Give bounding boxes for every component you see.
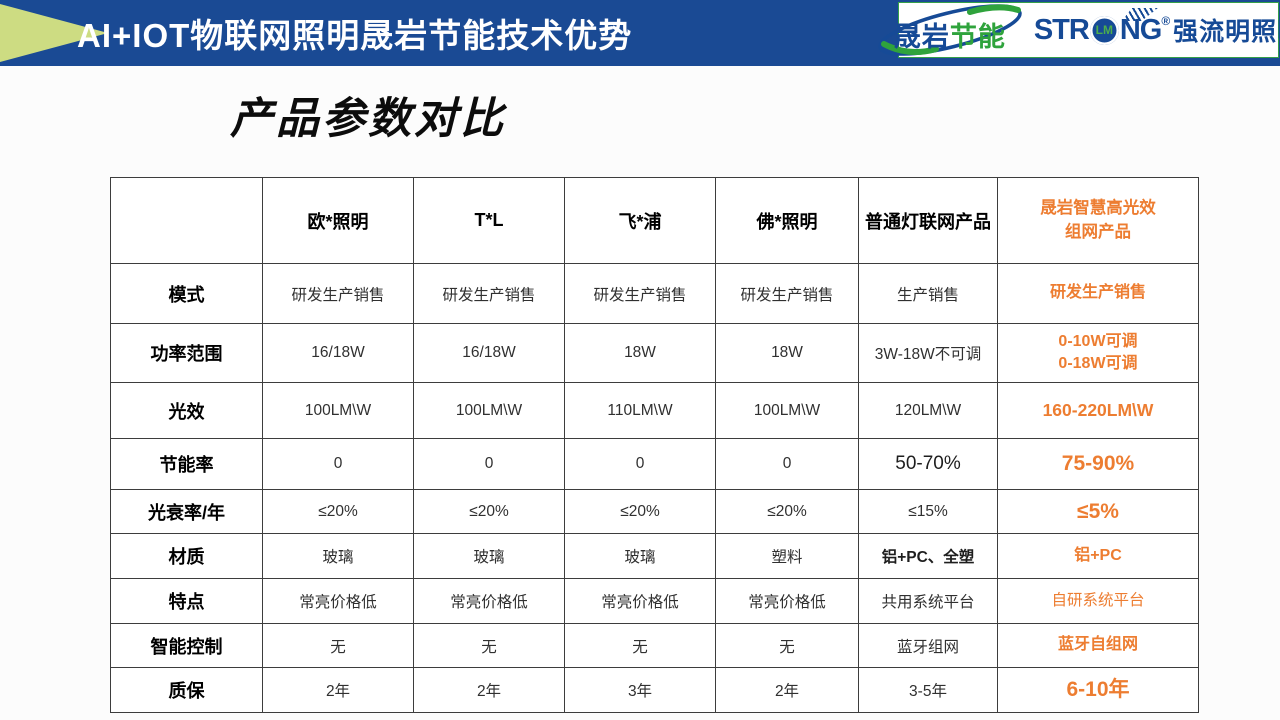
table-cell: ≤20% [564, 489, 716, 534]
table-row: 功率范围 16/18W 16/18W 18W 18W 3W-18W不可调 0-1… [110, 323, 1199, 383]
row-label: 光效 [110, 382, 263, 439]
table-cell: 2年 [413, 667, 565, 713]
table-cell: 研发生产销售 [262, 263, 414, 324]
table-row: 节能率 0 0 0 0 50-70% 75-90% [110, 438, 1199, 490]
page-title: 产品参数对比 [230, 95, 506, 143]
table-cell: ≤20% [413, 489, 565, 534]
table-cell: 110LM\W [564, 382, 716, 439]
table-row: 光衰率/年 ≤20% ≤20% ≤20% ≤20% ≤15% ≤5% [110, 489, 1199, 534]
table-cell: 100LM\W [715, 382, 859, 439]
orbit-ellipse-icon [878, 4, 1022, 56]
table-cell: 常亮价格低 [413, 578, 565, 624]
table-cell: 玻璃 [564, 533, 716, 579]
row-label: 模式 [110, 263, 263, 324]
table-cell: 100LM\W [262, 382, 414, 439]
table-cell: 研发生产销售 [564, 263, 716, 324]
column-header: 欧*照明 [262, 177, 414, 264]
table-cell-highlight: ≤5% [997, 489, 1199, 534]
table-cell-highlight: 自研系统平台 [997, 578, 1199, 624]
table-cell: 无 [715, 623, 859, 668]
table-row: 材质 玻璃 玻璃 玻璃 塑料 铝+PC、全塑 铝+PC [110, 533, 1199, 579]
table-cell: 16/18W [262, 323, 414, 383]
table-cell: 生产销售 [858, 263, 998, 324]
header-arrow-icon [0, 4, 108, 62]
table-row: 模式 研发生产销售 研发生产销售 研发生产销售 研发生产销售 生产销售 研发生产… [110, 263, 1199, 324]
table-row: 光效 100LM\W 100LM\W 110LM\W 100LM\W 120LM… [110, 382, 1199, 439]
table-cell: 无 [262, 623, 414, 668]
row-label: 光衰率/年 [110, 489, 263, 534]
strong-logo: STR LM NG ® 强流明照明 [1033, 8, 1280, 48]
table-cell: 2年 [715, 667, 859, 713]
table-cell: 50-70% [858, 438, 998, 490]
table-cell: 3年 [564, 667, 716, 713]
logo-panel: 晟岩节能 STR LM NG ® 强流明照明 [878, 2, 1280, 58]
table-cell: 0 [564, 438, 716, 490]
table-cell: 常亮价格低 [715, 578, 859, 624]
table-cell: 无 [564, 623, 716, 668]
table-cell: 共用系统平台 [858, 578, 998, 624]
table-row: 智能控制 无 无 无 无 蓝牙组网 蓝牙自组网 [110, 623, 1199, 668]
row-label: 特点 [110, 578, 263, 624]
row-label: 材质 [110, 533, 263, 579]
table-cell: 常亮价格低 [262, 578, 414, 624]
table-cell-highlight: 研发生产销售 [997, 263, 1199, 324]
table-cell: 120LM\W [858, 382, 998, 439]
column-header: 飞*浦 [564, 177, 716, 264]
lm-circle-icon: LM [1089, 15, 1119, 45]
corner-cell [110, 177, 263, 264]
column-header: 普通灯联网产品 [858, 177, 998, 264]
column-header-highlight: 晟岩智慧高光效 组网产品 [997, 177, 1199, 264]
table-cell: 玻璃 [413, 533, 565, 579]
row-label: 节能率 [110, 438, 263, 490]
table-header-row: 欧*照明 T*L 飞*浦 佛*照明 普通灯联网产品 晟岩智慧高光效 组网产品 [110, 177, 1199, 264]
strong-text-left: STR [1033, 13, 1090, 46]
header-title: AI+IOT物联网照明晟岩节能技术优势 [77, 17, 633, 54]
table-cell: ≤15% [858, 489, 998, 534]
table-cell: 0 [262, 438, 414, 490]
table-cell: 2年 [262, 667, 414, 713]
table-cell: 塑料 [715, 533, 859, 579]
shengyan-logo-text-blue: 晟岩 [893, 22, 950, 52]
table-cell: 0 [715, 438, 859, 490]
table-cell-highlight: 6-10年 [997, 667, 1199, 713]
table-cell: 0 [413, 438, 565, 490]
table-row: 特点 常亮价格低 常亮价格低 常亮价格低 常亮价格低 共用系统平台 自研系统平台 [110, 578, 1199, 624]
table-cell: 16/18W [413, 323, 565, 383]
table-cell: 研发生产销售 [715, 263, 859, 324]
table-cell: 铝+PC、全塑 [858, 533, 998, 579]
header-bar: AI+IOT物联网照明晟岩节能技术优势 晟岩节能 STR LM NG ® 强流明… [0, 0, 1280, 66]
table-cell: 研发生产销售 [413, 263, 565, 324]
table-cell: 3-5年 [858, 667, 998, 713]
row-label: 功率范围 [110, 323, 263, 383]
column-header: T*L [413, 177, 565, 264]
table-cell: 蓝牙组网 [858, 623, 998, 668]
strong-chinese-name: 强流明照明 [1173, 18, 1280, 46]
table-cell-highlight: 75-90% [997, 438, 1199, 490]
table-cell: ≤20% [715, 489, 859, 534]
table-cell-highlight: 铝+PC [997, 533, 1199, 579]
table-cell: ≤20% [262, 489, 414, 534]
row-label: 智能控制 [110, 623, 263, 668]
table-cell-highlight: 160-220LM\W [997, 382, 1199, 439]
table-cell-highlight: 0-10W可调 0-18W可调 [997, 323, 1199, 383]
column-header: 佛*照明 [715, 177, 859, 264]
table-cell: 玻璃 [262, 533, 414, 579]
shengyan-logo-text: 晟岩节能 [874, 15, 1026, 54]
registered-mark: ® [1161, 14, 1171, 28]
table-cell: 无 [413, 623, 565, 668]
comparison-table: 欧*照明 T*L 飞*浦 佛*照明 普通灯联网产品 晟岩智慧高光效 组网产品 模… [110, 177, 1199, 713]
table-cell: 18W [564, 323, 716, 383]
table-cell-highlight: 蓝牙自组网 [997, 623, 1199, 668]
table-cell: 3W-18W不可调 [858, 323, 998, 383]
shengyan-logo: 晟岩节能 [874, 3, 1026, 57]
row-label: 质保 [110, 667, 263, 713]
table-cell: 100LM\W [413, 382, 565, 439]
shengyan-logo-text-green: 节能 [949, 22, 1006, 52]
table-cell: 18W [715, 323, 859, 383]
table-row: 质保 2年 2年 3年 2年 3-5年 6-10年 [110, 667, 1199, 713]
table-cell: 常亮价格低 [564, 578, 716, 624]
